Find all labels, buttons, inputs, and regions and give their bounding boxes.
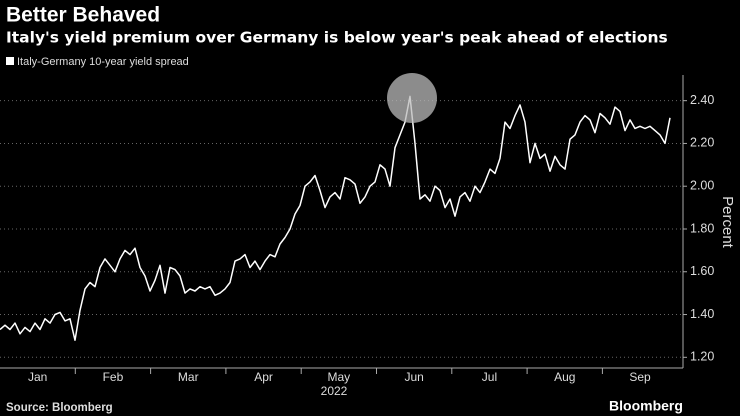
line-series	[0, 95, 671, 341]
x-tick-label: Jan	[28, 370, 47, 384]
y-tick-label: 2.40	[690, 93, 714, 107]
y-tick-label: 1.40	[690, 307, 714, 321]
brand: Bloomberg	[609, 398, 683, 414]
source: Source: Bloomberg	[6, 402, 113, 414]
highlight-circle	[387, 73, 437, 123]
x-tick-label: Feb	[103, 370, 124, 384]
x-tick-label: Jun	[404, 370, 423, 384]
x-tick-label: Mar	[178, 370, 199, 384]
chart-subtitle: Italy's yield premium over Germany is be…	[6, 29, 668, 47]
y-tick-label: 2.00	[690, 179, 714, 193]
y-tick-label: 1.80	[690, 221, 714, 235]
legend-label: Italy-Germany 10-year yield spread	[17, 56, 189, 68]
x-tick-label: Jul	[482, 370, 497, 384]
x-tick-label: Sep	[629, 370, 651, 384]
y-tick-label: 2.20	[690, 136, 714, 150]
chart-title: Better Behaved	[6, 4, 160, 27]
y-tick-label: 1.20	[690, 350, 714, 364]
x-axis-year: 2022	[321, 384, 348, 398]
y-tick-label: 1.60	[690, 264, 714, 278]
x-tick-label: Aug	[554, 370, 575, 384]
legend-swatch	[6, 57, 14, 65]
y-axis-label: Percent	[719, 196, 736, 249]
x-tick-label: May	[328, 370, 351, 384]
x-tick-label: Apr	[254, 370, 273, 384]
